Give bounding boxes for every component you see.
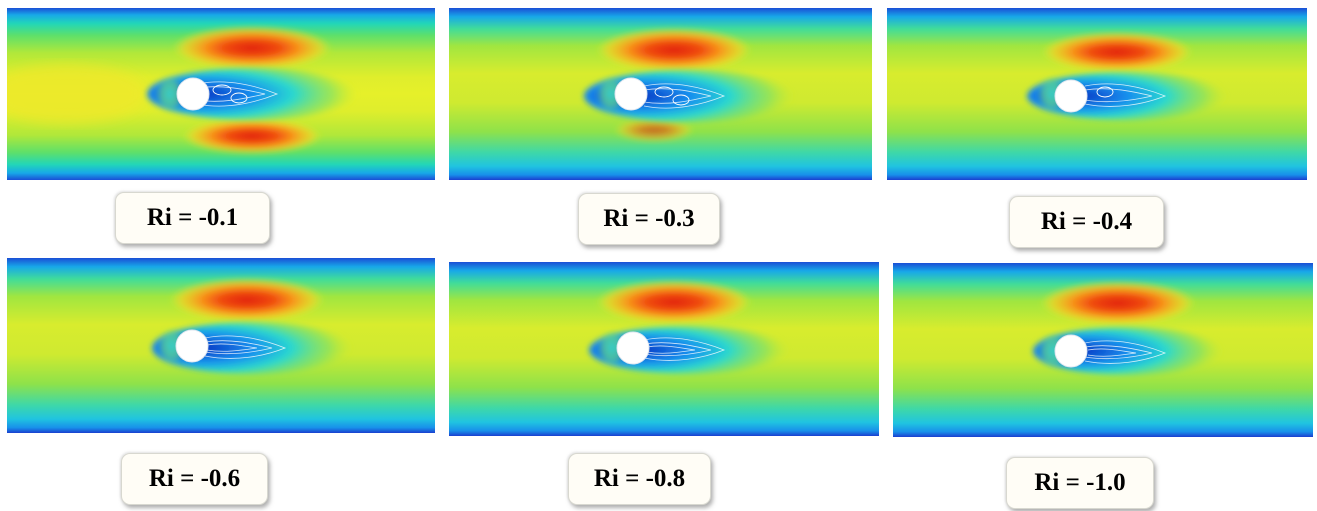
- label-ri-1.0: Ri = -1.0: [1006, 457, 1154, 509]
- contour-panel-ri-0.4: [887, 8, 1307, 180]
- contour-panel-ri-0.1: [7, 8, 435, 180]
- label-ri-0.1: Ri = -0.1: [115, 192, 270, 244]
- contour-panel-ri-0.3: [449, 8, 872, 180]
- contour-panel-ri-0.6: [7, 258, 435, 433]
- contour-panel-ri-0.8: [449, 262, 879, 436]
- label-ri-0.8: Ri = -0.8: [568, 453, 711, 505]
- contour-panel-ri-1.0: [893, 263, 1313, 437]
- label-ri-0.3: Ri = -0.3: [578, 193, 720, 245]
- label-ri-0.6: Ri = -0.6: [121, 453, 268, 505]
- label-ri-0.4: Ri = -0.4: [1009, 196, 1164, 248]
